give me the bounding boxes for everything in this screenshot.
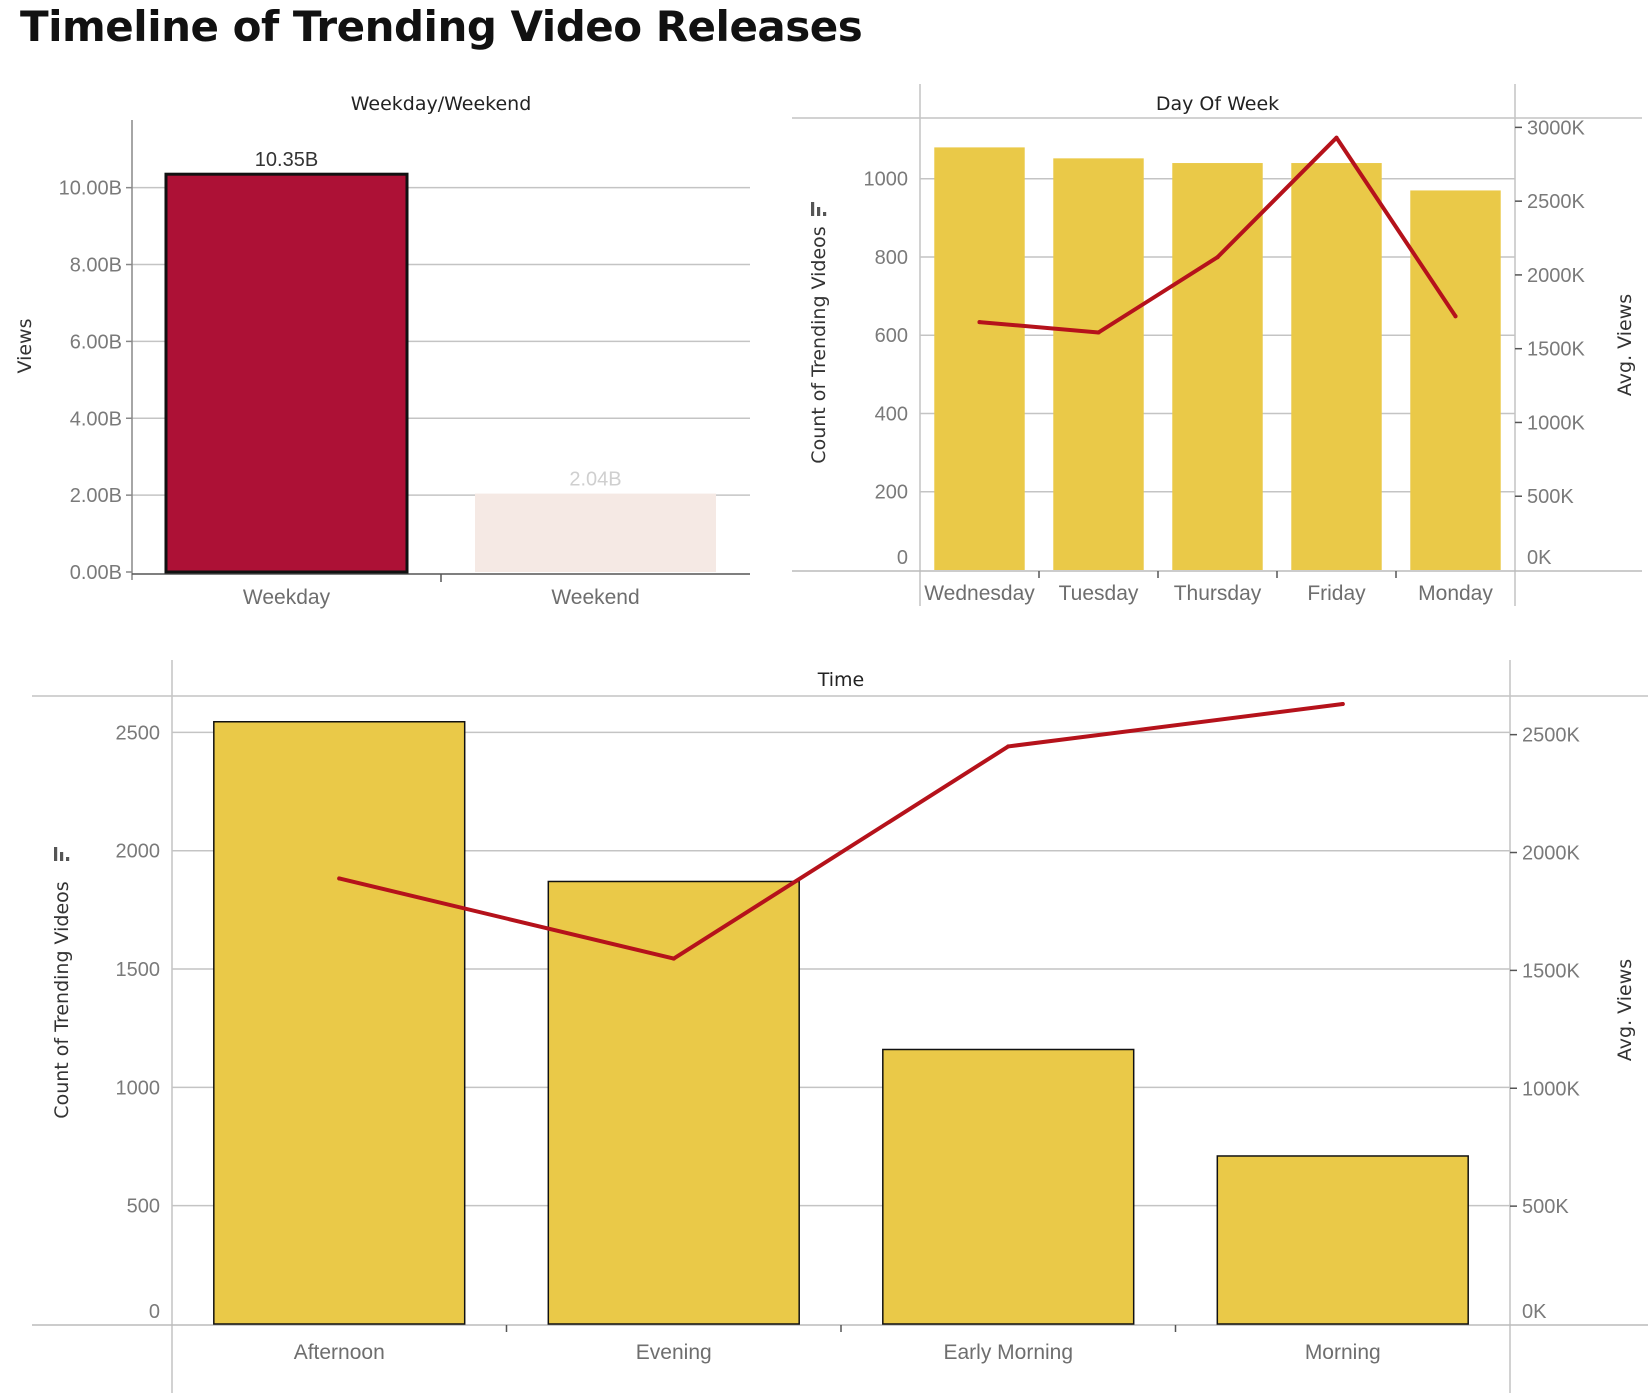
x-tick-label: Evening xyxy=(636,1341,712,1364)
y-left-tick-label: 400 xyxy=(875,403,908,425)
y-right-tick-label: 500K xyxy=(1522,1196,1569,1218)
y-left-tick-label: 1500 xyxy=(116,959,161,981)
chart-title: Weekday/Weekend xyxy=(351,93,532,115)
y-left-tick-label: 2500 xyxy=(116,722,161,744)
y-right-tick-label: 2000K xyxy=(1527,265,1585,287)
y-left-tick-label: 600 xyxy=(875,325,908,347)
y-left-tick-label: 0 xyxy=(897,547,908,569)
avg-views-point xyxy=(1334,135,1339,140)
bar-weekday xyxy=(164,172,409,574)
y-right-tick-label: 2500K xyxy=(1522,725,1580,747)
sort-icon xyxy=(60,852,64,861)
y-right-tick-label: 0K xyxy=(1522,1301,1547,1323)
y-right-tick-label: 0K xyxy=(1527,547,1552,569)
x-tick-label: Weekend xyxy=(551,586,639,609)
x-tick-label: Weekday xyxy=(243,586,331,609)
bar xyxy=(1216,1155,1469,1325)
y-left-tick-label: 0 xyxy=(149,1301,160,1323)
chart-title: Day Of Week xyxy=(1156,93,1279,115)
avg-views-point xyxy=(1453,314,1458,319)
y-left-tick-label: 1000 xyxy=(864,169,909,191)
day-of-week-chart: Day Of Week 0 200 400 600 800 1000 0K 500K 1000K 1… xyxy=(792,84,1642,606)
avg-views-point xyxy=(337,876,342,881)
y-right-tick-label: 2500K xyxy=(1527,191,1585,213)
x-tick-label: Afternoon xyxy=(294,1341,385,1364)
x-tick-label: Early Morning xyxy=(943,1341,1073,1364)
bar xyxy=(1053,158,1144,570)
y-tick-label: 2.00B xyxy=(70,485,122,507)
x-tick-label: Monday xyxy=(1418,582,1493,605)
avg-views-point xyxy=(671,956,676,961)
y-left-tick-label: 1000 xyxy=(116,1077,161,1099)
y-right-tick-label: 1000K xyxy=(1522,1078,1580,1100)
avg-views-point xyxy=(1006,744,1011,749)
avg-views-line xyxy=(337,702,1345,961)
y-axis-title: Views xyxy=(14,319,36,374)
x-tick-label: Wednesday xyxy=(924,582,1035,605)
data-label: 2.04B xyxy=(569,469,621,491)
y-right-tick-label: 2000K xyxy=(1522,843,1580,865)
sort-icon xyxy=(66,857,70,861)
y-left-tick-label: 500 xyxy=(127,1196,160,1218)
x-tick-label: Tuesday xyxy=(1059,582,1139,605)
y-right-tick-label: 1500K xyxy=(1527,339,1585,361)
y-tick-label: 0.00B xyxy=(70,562,122,584)
y-right-axis-title: Avg. Views xyxy=(1614,959,1636,1061)
y-left-axis-title: Count of Trending Videos xyxy=(51,881,73,1118)
data-label: 10.35B xyxy=(255,149,318,171)
bar xyxy=(882,1048,1135,1325)
sort-icon xyxy=(823,212,827,216)
chart-title: Time xyxy=(817,669,865,691)
avg-views-point xyxy=(1340,702,1345,706)
bar xyxy=(213,720,466,1325)
y-tick-label: 10.00B xyxy=(59,178,122,200)
y-right-tick-label: 3000K xyxy=(1527,117,1585,139)
bar-weekend xyxy=(474,493,717,572)
x-tick-label: Friday xyxy=(1307,582,1366,605)
sort-icon xyxy=(811,202,815,216)
y-left-axis-title: Count of Trending Videos xyxy=(808,226,830,463)
y-tick-label: 8.00B xyxy=(70,255,122,277)
sort-icon xyxy=(817,207,821,216)
avg-views-point xyxy=(977,320,982,325)
x-tick-label: Morning xyxy=(1305,1341,1381,1364)
bar xyxy=(1410,190,1501,570)
y-right-tick-label: 500K xyxy=(1527,486,1574,508)
bar xyxy=(1172,163,1263,571)
y-left-tick-label: 800 xyxy=(875,247,908,269)
y-tick-label: 4.00B xyxy=(70,408,122,430)
bar xyxy=(934,147,1025,571)
avg-views-point xyxy=(1096,330,1101,335)
sort-icon xyxy=(54,847,58,861)
page-title: Timeline of Trending Video Releases xyxy=(20,2,863,51)
y-left-tick-label: 2000 xyxy=(116,841,161,863)
y-left-tick-label: 200 xyxy=(875,482,908,504)
y-right-tick-label: 1500K xyxy=(1522,960,1580,982)
x-tick-label: Thursday xyxy=(1174,582,1262,605)
avg-views-point xyxy=(1215,255,1220,260)
y-tick-label: 6.00B xyxy=(70,331,122,353)
bar xyxy=(547,880,800,1325)
y-right-axis-title: Avg. Views xyxy=(1614,294,1636,396)
y-right-tick-label: 1000K xyxy=(1527,412,1585,434)
bar xyxy=(1291,163,1382,571)
weekday-weekend-chart: Weekday/Weekend 0.00B 2.00B 4.00B 6.00B 8.00B… xyxy=(14,93,750,609)
